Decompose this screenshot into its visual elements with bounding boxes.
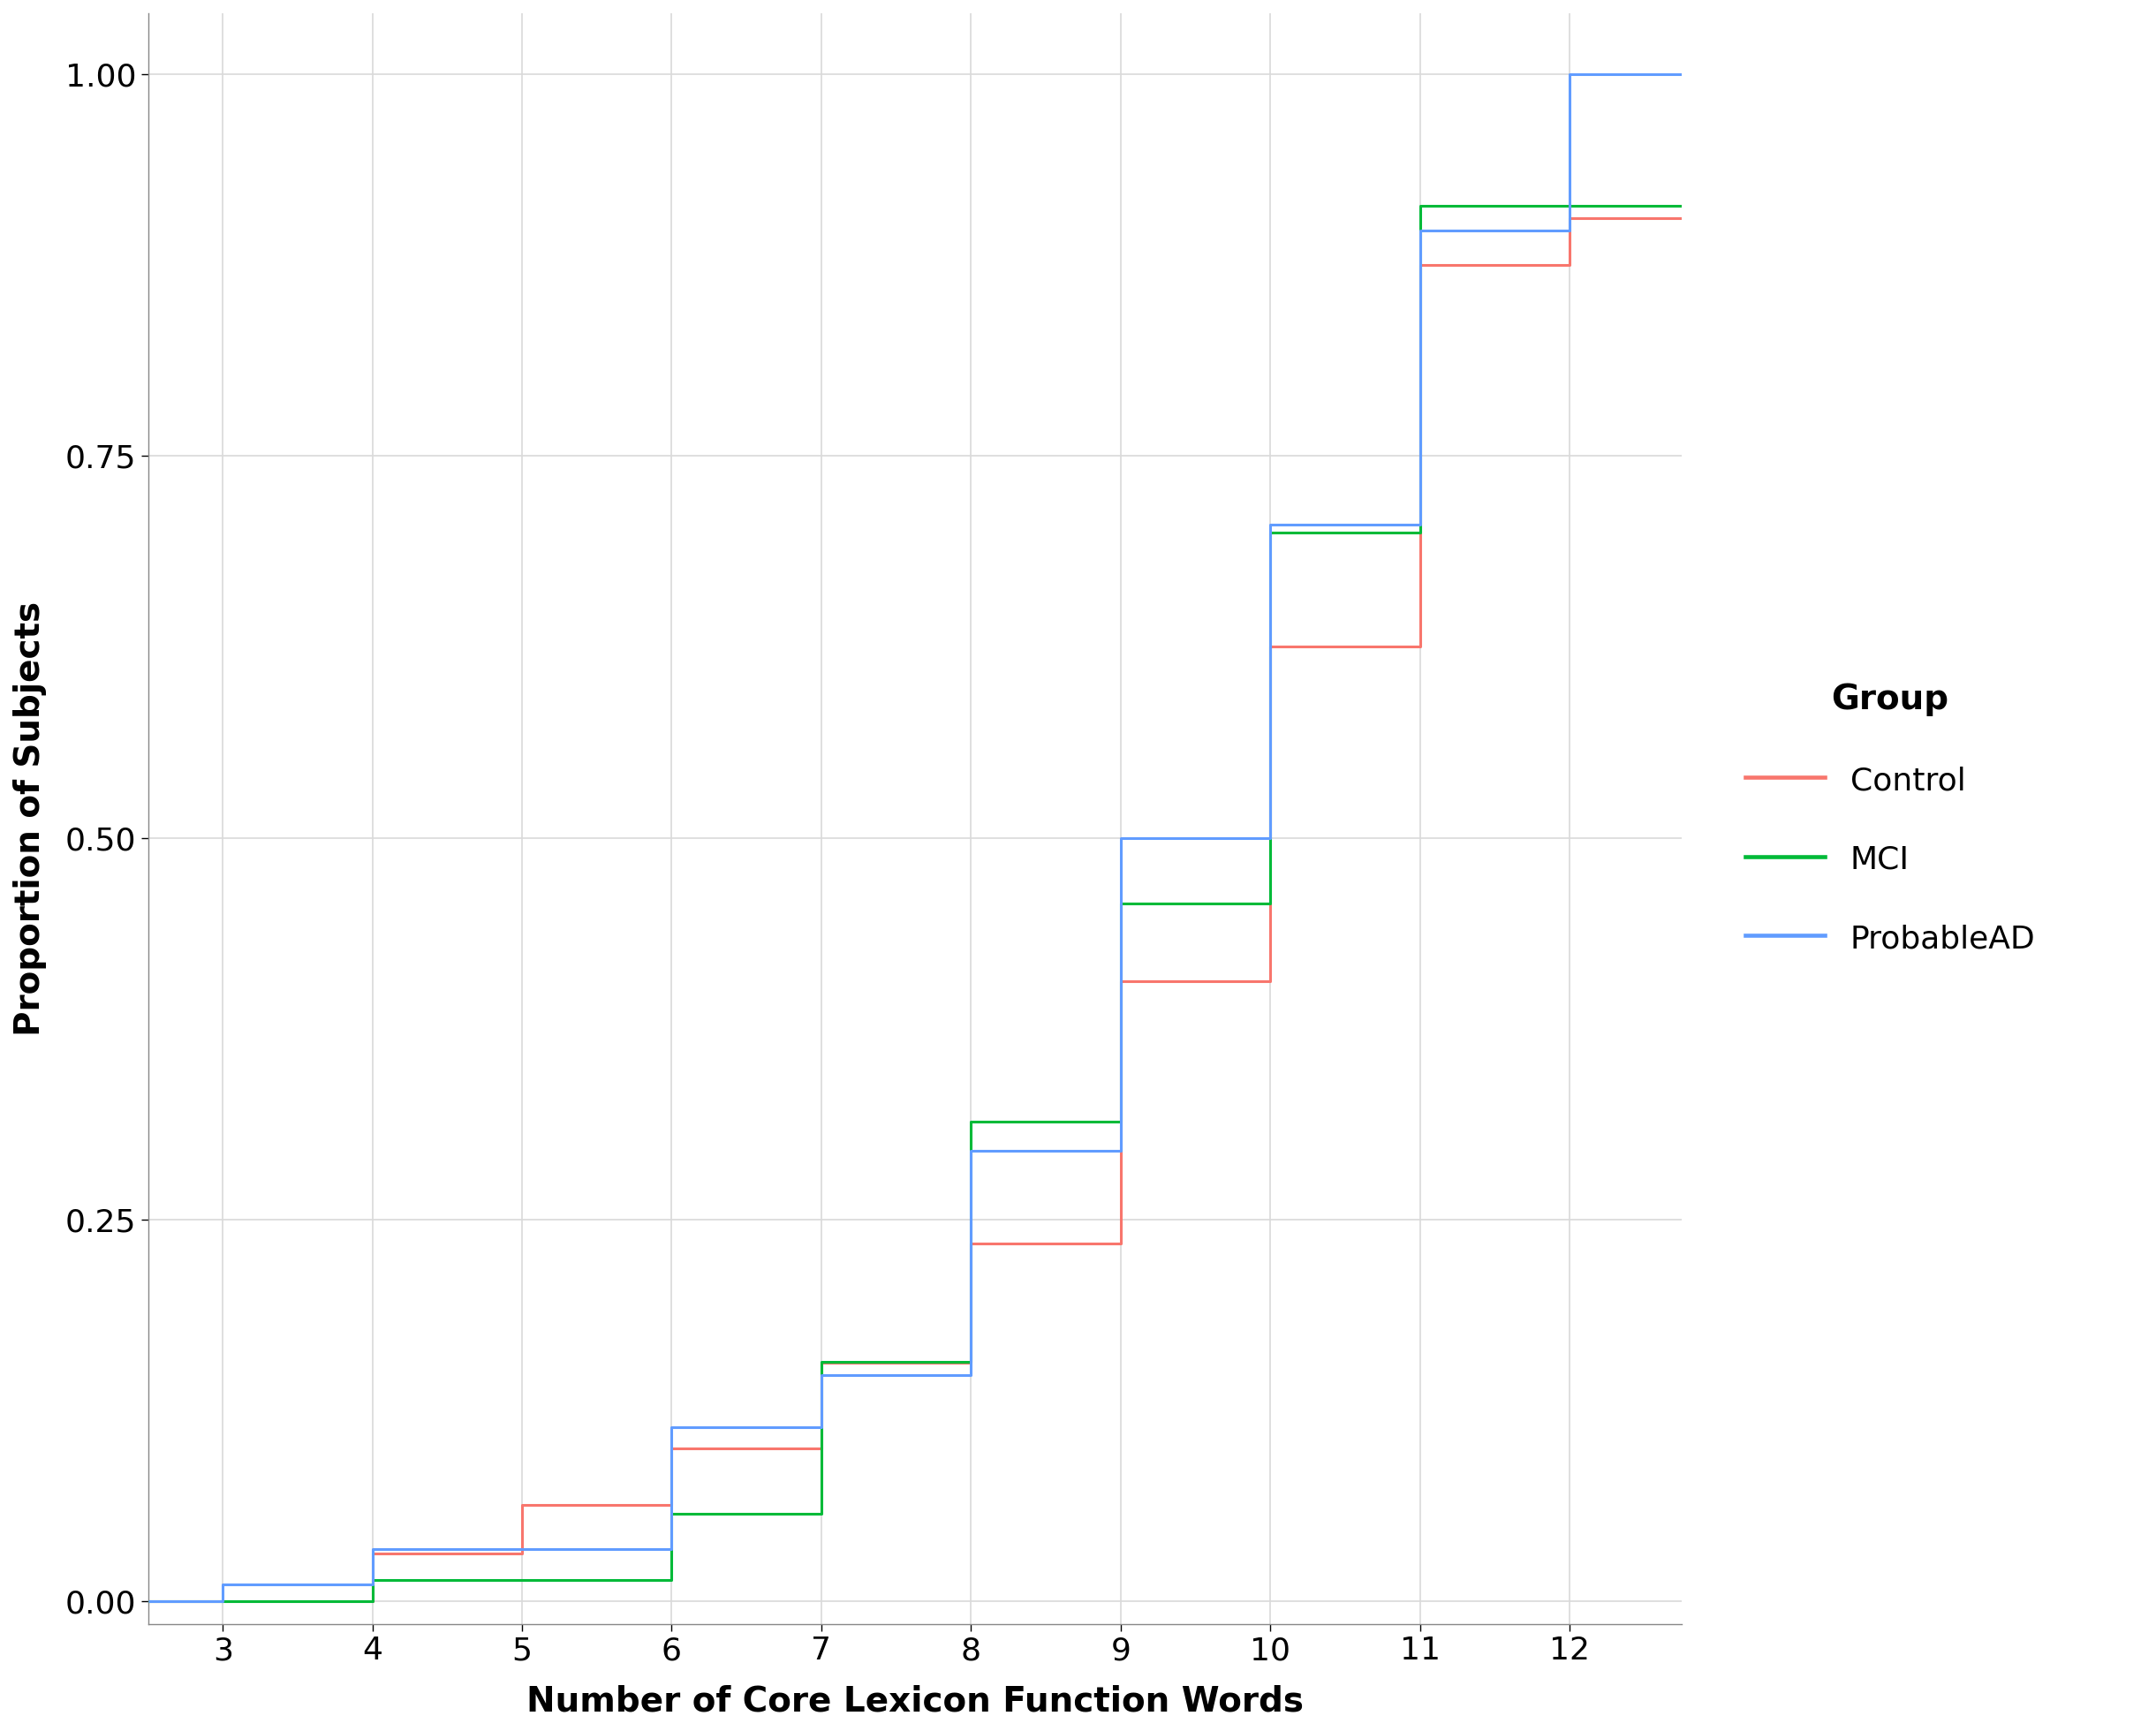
Y-axis label: Proportion of Subjects: Proportion of Subjects xyxy=(13,601,47,1035)
Legend: Control, MCI, ProbableAD: Control, MCI, ProbableAD xyxy=(1714,651,2068,987)
X-axis label: Number of Core Lexicon Function Words: Number of Core Lexicon Function Words xyxy=(526,1684,1304,1717)
